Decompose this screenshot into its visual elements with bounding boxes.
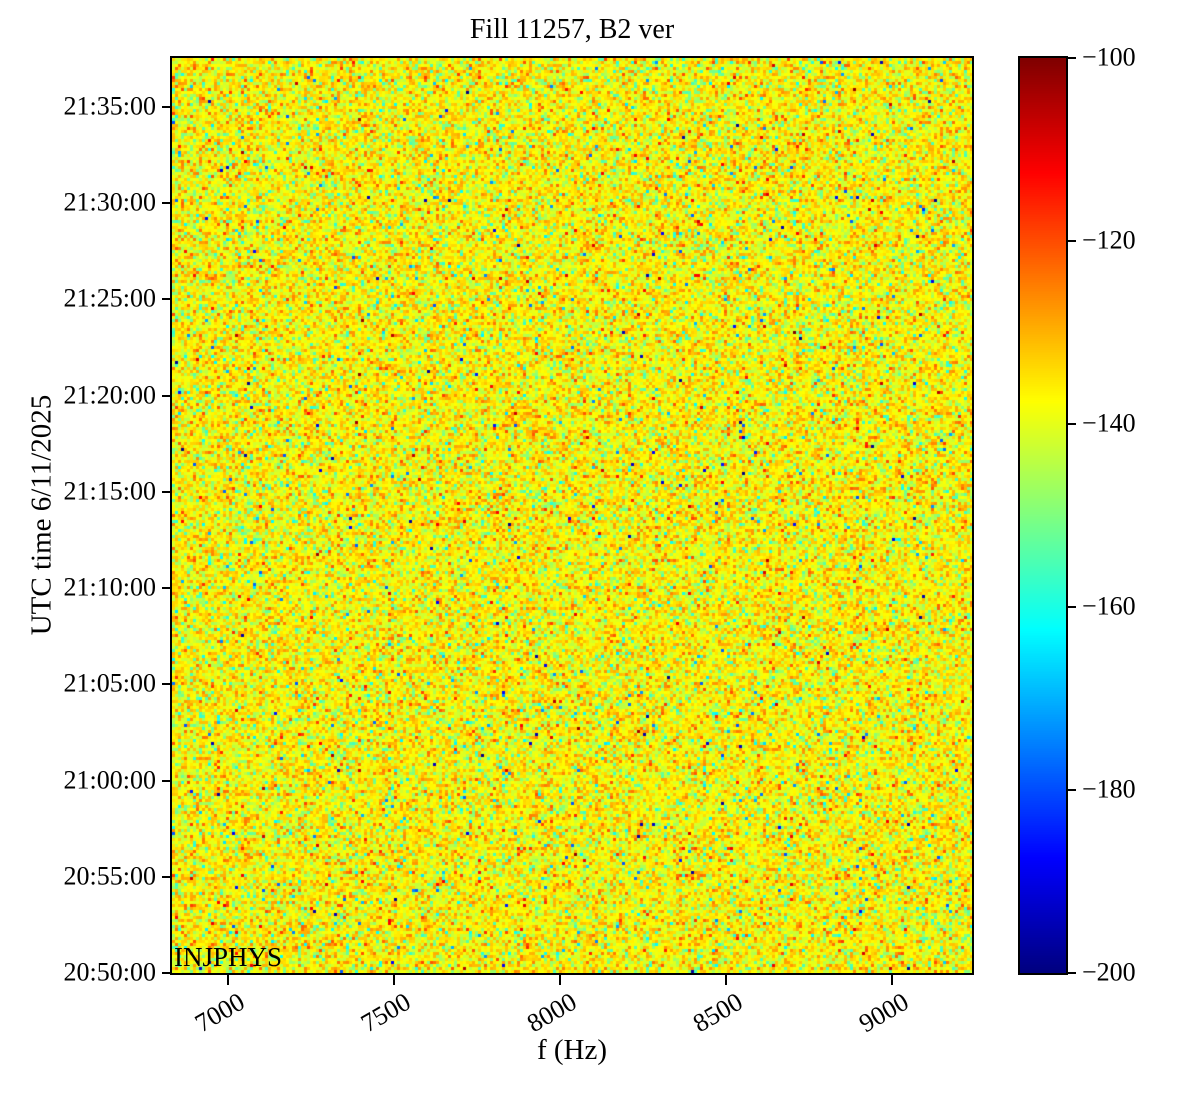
y-tick-mark (162, 106, 172, 109)
y-tick-label: 21:35:00 (63, 91, 156, 121)
x-tick-mark (393, 975, 396, 985)
y-tick-label: 21:15:00 (63, 476, 156, 506)
y-tick-mark (162, 875, 172, 878)
y-tick-mark (162, 587, 172, 590)
y-tick-mark (162, 202, 172, 205)
y-tick-mark (162, 779, 172, 782)
colorbar-tick-label: −100 (1082, 42, 1136, 72)
spectrogram-heatmap (172, 58, 972, 973)
colorbar-tick-mark (1068, 606, 1076, 608)
y-tick-mark (162, 298, 172, 301)
x-tick-label: 8000 (522, 987, 582, 1039)
x-tick-mark (725, 975, 728, 985)
x-tick-mark (891, 975, 894, 985)
colorbar-tick-mark (1068, 972, 1076, 974)
y-tick-label: 20:55:00 (63, 861, 156, 891)
x-axis-label: f (Hz) (536, 1034, 608, 1066)
y-tick-label: 21:25:00 (63, 283, 156, 313)
y-tick-mark (162, 972, 172, 974)
y-tick-label: 21:10:00 (63, 572, 156, 602)
colorbar-tick-label: −140 (1082, 408, 1136, 438)
colorbar-tick-label: −160 (1082, 591, 1136, 621)
y-tick-label: 20:50:00 (63, 957, 156, 987)
injphys-annotation: INJPHYS (174, 942, 283, 972)
y-tick-mark (162, 683, 172, 686)
plot-title: Fill 11257, B2 ver (469, 14, 675, 45)
y-tick-mark (162, 394, 172, 397)
colorbar-tick-mark (1068, 57, 1076, 59)
y-tick-label: 21:20:00 (63, 380, 156, 410)
x-tick-label: 7000 (190, 987, 250, 1039)
y-tick-label: 21:05:00 (63, 668, 156, 698)
x-tick-label: 7500 (356, 987, 416, 1039)
colorbar-tick-mark (1068, 423, 1076, 425)
x-tick-label: 8500 (688, 987, 748, 1039)
x-tick-mark (559, 975, 562, 985)
colorbar-tick-mark (1068, 240, 1076, 242)
x-tick-mark (227, 975, 230, 985)
colorbar-tick-label: −180 (1082, 774, 1136, 804)
colorbar-gradient (1020, 58, 1066, 973)
x-tick-label: 9000 (854, 987, 914, 1039)
colorbar-tick-label: −120 (1082, 225, 1136, 255)
y-tick-label: 21:30:00 (63, 187, 156, 217)
y-tick-mark (162, 490, 172, 493)
colorbar-tick-label: −200 (1082, 957, 1136, 987)
y-tick-label: 21:00:00 (63, 764, 156, 794)
colorbar-tick-mark (1068, 789, 1076, 791)
y-axis-label: UTC time 6/11/2025 (25, 394, 58, 636)
